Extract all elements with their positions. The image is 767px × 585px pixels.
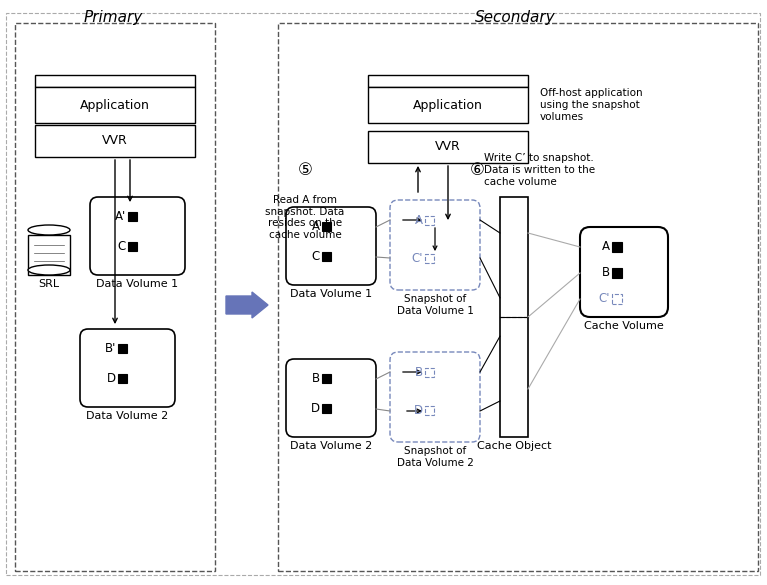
Text: B: B [415, 366, 423, 378]
Bar [128, 242, 137, 251]
Ellipse shape [28, 225, 70, 235]
Bar [425, 216, 434, 225]
Text: Cache Volume: Cache Volume [584, 321, 664, 331]
Ellipse shape [28, 265, 70, 275]
Text: Snapshot of
Data Volume 1: Snapshot of Data Volume 1 [397, 294, 473, 315]
FancyBboxPatch shape [286, 359, 376, 437]
FancyBboxPatch shape [390, 200, 480, 290]
Bar [368, 75, 528, 87]
Text: ⑤: ⑤ [298, 161, 312, 179]
Bar [322, 404, 331, 413]
Text: B': B' [104, 342, 116, 356]
Bar [278, 23, 758, 571]
Bar [28, 235, 70, 275]
Text: VVR: VVR [435, 140, 461, 153]
Bar [35, 125, 195, 157]
Bar [118, 374, 127, 383]
Text: C': C' [598, 292, 610, 305]
Text: Write C’ to snapshot.
Data is written to the
cache volume: Write C’ to snapshot. Data is written to… [484, 153, 595, 187]
Text: Data Volume 2: Data Volume 2 [87, 411, 169, 421]
Bar [612, 242, 622, 252]
Text: Read A from
snapshot. Data
resides on the
cache volume: Read A from snapshot. Data resides on th… [265, 195, 344, 240]
Text: A: A [312, 221, 320, 233]
Text: Cache Object: Cache Object [477, 441, 551, 451]
Bar [128, 212, 137, 221]
Bar [35, 87, 195, 123]
Text: Data Volume 1: Data Volume 1 [290, 289, 372, 299]
Text: Application: Application [80, 98, 150, 112]
Text: ⑥: ⑥ [470, 161, 485, 179]
Text: VVR: VVR [102, 135, 128, 147]
FancyBboxPatch shape [90, 197, 185, 275]
Bar [612, 268, 622, 278]
Bar [322, 252, 331, 261]
Bar [368, 87, 528, 123]
Text: B: B [602, 267, 610, 280]
FancyBboxPatch shape [286, 207, 376, 285]
Bar [15, 23, 215, 571]
Text: C: C [311, 250, 320, 263]
Text: D: D [414, 404, 423, 417]
FancyBboxPatch shape [80, 329, 175, 407]
FancyBboxPatch shape [580, 227, 668, 317]
Text: D: D [107, 373, 116, 386]
Bar [322, 222, 331, 231]
Text: B: B [312, 373, 320, 386]
Text: A: A [415, 214, 423, 226]
Text: Data Volume 2: Data Volume 2 [290, 441, 372, 451]
Text: C': C' [412, 252, 423, 264]
Text: Secondary: Secondary [475, 10, 555, 25]
Bar [118, 344, 127, 353]
Text: Primary: Primary [84, 10, 143, 25]
Bar [425, 368, 434, 377]
Text: C: C [118, 240, 126, 253]
Bar [322, 374, 331, 383]
Text: SRL: SRL [38, 279, 60, 289]
Text: D: D [311, 402, 320, 415]
Bar [368, 131, 528, 163]
Bar [500, 197, 528, 437]
Text: Application: Application [413, 98, 483, 112]
FancyBboxPatch shape [390, 352, 480, 442]
Text: Snapshot of
Data Volume 2: Snapshot of Data Volume 2 [397, 446, 473, 467]
FancyArrow shape [226, 292, 268, 318]
Text: Off-host application
using the snapshot
volumes: Off-host application using the snapshot … [540, 88, 643, 122]
Text: A: A [602, 240, 610, 253]
Bar [35, 75, 195, 87]
Bar [425, 254, 434, 263]
Text: Data Volume 1: Data Volume 1 [97, 279, 179, 289]
Bar [612, 294, 622, 304]
Text: A': A' [115, 211, 126, 223]
Bar [425, 406, 434, 415]
